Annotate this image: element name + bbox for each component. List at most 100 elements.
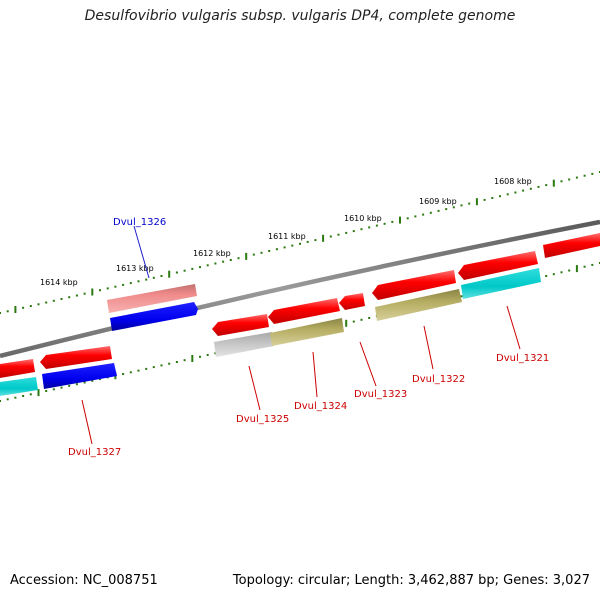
minor-tick [545, 184, 548, 187]
leader-line-1325 [248, 365, 261, 411]
minor-tick [268, 250, 271, 252]
minor-tick [137, 280, 140, 283]
gene-feature-1321-cds[interactable] [458, 251, 538, 280]
minor-tick [99, 378, 101, 381]
minor-tick [529, 187, 532, 190]
minor-tick [383, 222, 386, 225]
minor-tick [29, 305, 32, 307]
minor-tick [575, 176, 578, 179]
leader-line-1326 [133, 225, 150, 279]
gene-feature-1324-cds[interactable] [268, 298, 340, 324]
major-tick [575, 265, 578, 273]
minor-tick [168, 362, 171, 365]
minor-tick [137, 369, 140, 372]
minor-tick [175, 271, 178, 274]
gene-feature-1327[interactable] [42, 363, 117, 389]
minor-tick [160, 364, 163, 367]
minor-tick [429, 211, 432, 214]
major-tick [345, 319, 348, 327]
gene-feature-1322[interactable] [375, 289, 462, 321]
gene-feature-1322-cds[interactable] [372, 270, 456, 300]
minor-tick [583, 174, 586, 177]
major-tick [191, 355, 194, 362]
tick-label-1608: 1608 kbp [494, 177, 532, 186]
minor-tick [591, 172, 594, 175]
minor-tick [360, 228, 363, 231]
minor-tick [445, 208, 448, 211]
minor-tick [283, 246, 286, 249]
leader-line-1321 [506, 305, 521, 350]
minor-tick [83, 381, 86, 384]
minor-tick [406, 217, 409, 220]
minor-tick [122, 283, 125, 286]
minor-tick [14, 396, 17, 399]
minor-tick [6, 310, 9, 313]
gene-feature-1320-cds[interactable] [543, 233, 600, 258]
gene-feature-left-cds[interactable] [0, 359, 35, 378]
minor-tick [506, 193, 509, 196]
minor-tick [52, 388, 55, 391]
gene-feature-1327-cds[interactable] [40, 346, 112, 369]
minor-tick [222, 260, 225, 263]
minor-tick [22, 306, 25, 309]
major-tick [322, 234, 325, 242]
minor-tick [422, 213, 425, 216]
minor-tick [568, 269, 571, 272]
minor-tick [368, 226, 371, 229]
genome-backbone [0, 219, 600, 359]
minor-tick [375, 224, 378, 227]
gene-feature-1326[interactable] [110, 302, 198, 331]
gene-label-dvul-1323: Dvul_1323 [354, 389, 407, 400]
minor-tick [129, 371, 132, 374]
minor-tick [75, 383, 78, 386]
minor-tick [483, 198, 486, 201]
minor-tick [183, 269, 186, 272]
minor-tick [29, 393, 32, 396]
major-tick [552, 179, 555, 187]
minor-tick [237, 257, 240, 260]
minor-tick [299, 242, 301, 245]
minor-tick [552, 273, 555, 276]
gene-feature-1325[interactable] [214, 332, 274, 357]
gene-feature-1326-cds[interactable] [107, 284, 197, 313]
minor-tick [45, 390, 48, 392]
gene-label-dvul-1326: Dvul_1326 [113, 217, 166, 228]
minor-tick [437, 209, 440, 212]
minor-tick [37, 303, 40, 306]
minor-tick [360, 318, 363, 321]
minor-tick [468, 202, 471, 205]
minor-tick [352, 230, 355, 233]
gene-feature-1324[interactable] [270, 318, 344, 346]
minor-tick [275, 248, 278, 251]
leader-line-1322 [423, 325, 434, 370]
gene-feature-1323-cds[interactable] [339, 293, 365, 310]
gene-label-dvul-1325: Dvul_1325 [236, 414, 289, 425]
leader-line-1324 [312, 351, 318, 398]
gene-feature-1321[interactable] [461, 268, 541, 299]
minor-tick [183, 359, 186, 362]
outer-tick-ring [0, 171, 600, 314]
gene-label-dvul-1327: Dvul_1327 [68, 447, 121, 458]
minor-tick [291, 244, 294, 247]
minor-tick [68, 384, 71, 387]
minor-tick [229, 259, 232, 261]
gene-feature-left[interactable] [0, 377, 38, 396]
major-tick [91, 288, 94, 296]
leader-line-1323 [359, 341, 377, 387]
minor-tick [568, 178, 571, 181]
minor-tick [491, 197, 494, 199]
minor-tick [129, 282, 132, 285]
gene-feature-1325-cds[interactable] [212, 314, 269, 336]
minor-tick [68, 296, 71, 299]
minor-tick [306, 240, 309, 243]
minor-tick [122, 373, 125, 375]
minor-tick [199, 266, 201, 269]
minor-tick [106, 287, 109, 290]
major-tick [245, 252, 248, 260]
minor-tick [145, 278, 148, 281]
minor-tick [560, 271, 563, 274]
gene-label-dvul-1321: Dvul_1321 [496, 353, 549, 364]
minor-tick [145, 367, 148, 370]
minor-tick [99, 289, 101, 292]
minor-tick [345, 231, 348, 234]
